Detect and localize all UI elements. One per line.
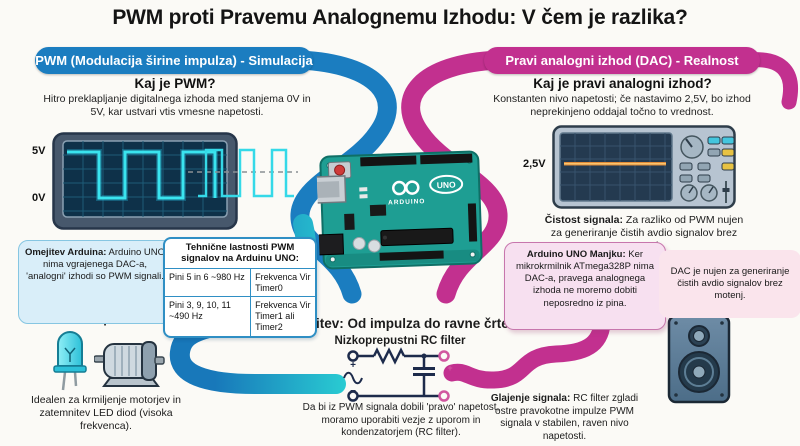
purity-caption: Čistost signala: Za razliko od PWM nujen… [540, 214, 748, 253]
ac-source-symbol [343, 371, 363, 385]
smoothing-caption: Glajenje signala: RC filter zgladi ostre… [482, 393, 647, 443]
scope-label-0v: 0V [32, 192, 46, 204]
purity-lead: Čistost signala: [544, 214, 623, 226]
pwm-signal-wave [188, 148, 298, 198]
smoothing-lead: Glajenje signala: [490, 393, 571, 404]
output-terminal [438, 350, 450, 362]
atmega-chip [380, 227, 454, 247]
oscilloscope-pwm [52, 132, 238, 230]
output-terminal [438, 390, 450, 402]
motor-icon [94, 341, 165, 387]
pwm-description: Hitro preklapljanje digitalnega izhoda m… [43, 93, 311, 119]
uno-lack-box: Arduino UNO Manjku: Ker mikrokrmilnik AT… [504, 242, 666, 330]
header-pins [360, 155, 417, 167]
led-icon [53, 331, 87, 391]
oscilloscope-dac [552, 125, 736, 209]
dac-question-heading: Kaj je pravi analogni izhod? [533, 76, 712, 91]
header-pins [379, 250, 444, 261]
table-cell-pins: Pini 5 in 6 ~980 Hz [165, 268, 252, 297]
table-cell-freq: Frekvenca Vir Timer0 [255, 271, 311, 293]
input-terminal [347, 350, 359, 362]
pwm-properties-table: Tehnične lastnosti PWM signalov na Ardui… [163, 237, 317, 338]
dac-box-text: DAC je nujen za generiranje čistih avdio… [670, 265, 790, 302]
usage-caption: Idealen za krmiljenje motorjev in zatemn… [31, 394, 181, 433]
table-cell-freq: Frekvenca Vir Timer1 ali Timer2 [255, 300, 311, 332]
table-cell-pins: Pini 3, 9, 10, 11 ~490 Hz [165, 297, 252, 336]
scope-button [721, 136, 735, 145]
dac-description: Konstanten nivo napetosti; če nastavimo … [493, 93, 751, 119]
arduino-limitation-box: Omejitev Arduina: Arduino UNO nima vgraj… [18, 240, 172, 324]
source-plus: + [350, 360, 356, 371]
scope-button [697, 174, 711, 183]
pwm-square-trace [67, 150, 217, 200]
scope-button [721, 148, 735, 157]
limit-lead: Omejitev Arduina: [24, 247, 107, 258]
smoothing-rest: RC filter zgladi ostre pravokotne impulz… [495, 393, 639, 442]
dac-need-box: DAC je nujen za generiranje čistih avdio… [659, 250, 800, 318]
limit-rest: Arduino UNO nima vgrajenega DAC-a, 'anal… [26, 247, 166, 283]
lack-rest: Ker mikrokrmilnik ATmega328P nima DAC-a,… [516, 249, 654, 309]
pwm-question-heading: Kaj je PWM? [134, 76, 216, 91]
page-title: PWM proti Pravemu Analognemu Izhodu: V č… [112, 6, 688, 29]
table-row: Pini 3, 9, 10, 11 ~490 Hz Frekvenca Vir … [165, 297, 315, 336]
board-logo-text: ARDUINO [388, 198, 426, 206]
resistor-symbol [372, 347, 406, 365]
rc-filter-circuit: + − + [343, 347, 453, 402]
scope-button [721, 162, 735, 171]
scope-button [707, 136, 721, 145]
board-model-text: UNO [437, 180, 457, 191]
output-plus: + [447, 363, 452, 373]
header-pins [420, 153, 473, 165]
solution-heading: Rešitev: Od impulza do ravne črte [291, 316, 509, 331]
solution-subheading: Nizkoprepustni RC filter [334, 335, 466, 347]
speaker-icon [667, 314, 731, 404]
scope-label-2-5v: 2,5V [523, 158, 546, 170]
power-jack [316, 233, 345, 256]
banner-dac: Pravi analogni izhod (DAC) - Realnost [484, 47, 760, 74]
reset-button [334, 164, 346, 176]
solution-caption: Da bi iz PWM signala dobili 'pravo' nape… [302, 402, 500, 438]
scope-button [697, 162, 711, 171]
table-header: Tehnične lastnosti PWM signalov na Ardui… [165, 239, 315, 269]
header-pins [467, 203, 478, 242]
input-terminal [347, 390, 359, 402]
table-row: Pini 5 in 6 ~980 Hz Frekvenca Vir Timer0 [165, 268, 315, 298]
arduino-uno-board: ARDUINO UNO [315, 150, 483, 270]
scope-button [679, 174, 693, 183]
scope-label-5v: 5V [32, 145, 46, 157]
banner-pwm: PWM (Modulacija širine impulza) - Simula… [35, 47, 313, 74]
scope-button [707, 148, 721, 157]
lack-lead: Arduino UNO Manjku: [526, 249, 626, 260]
purity-rest: Za razliko od PWM nujen za generiranje č… [550, 214, 744, 252]
scope-button [679, 162, 693, 171]
